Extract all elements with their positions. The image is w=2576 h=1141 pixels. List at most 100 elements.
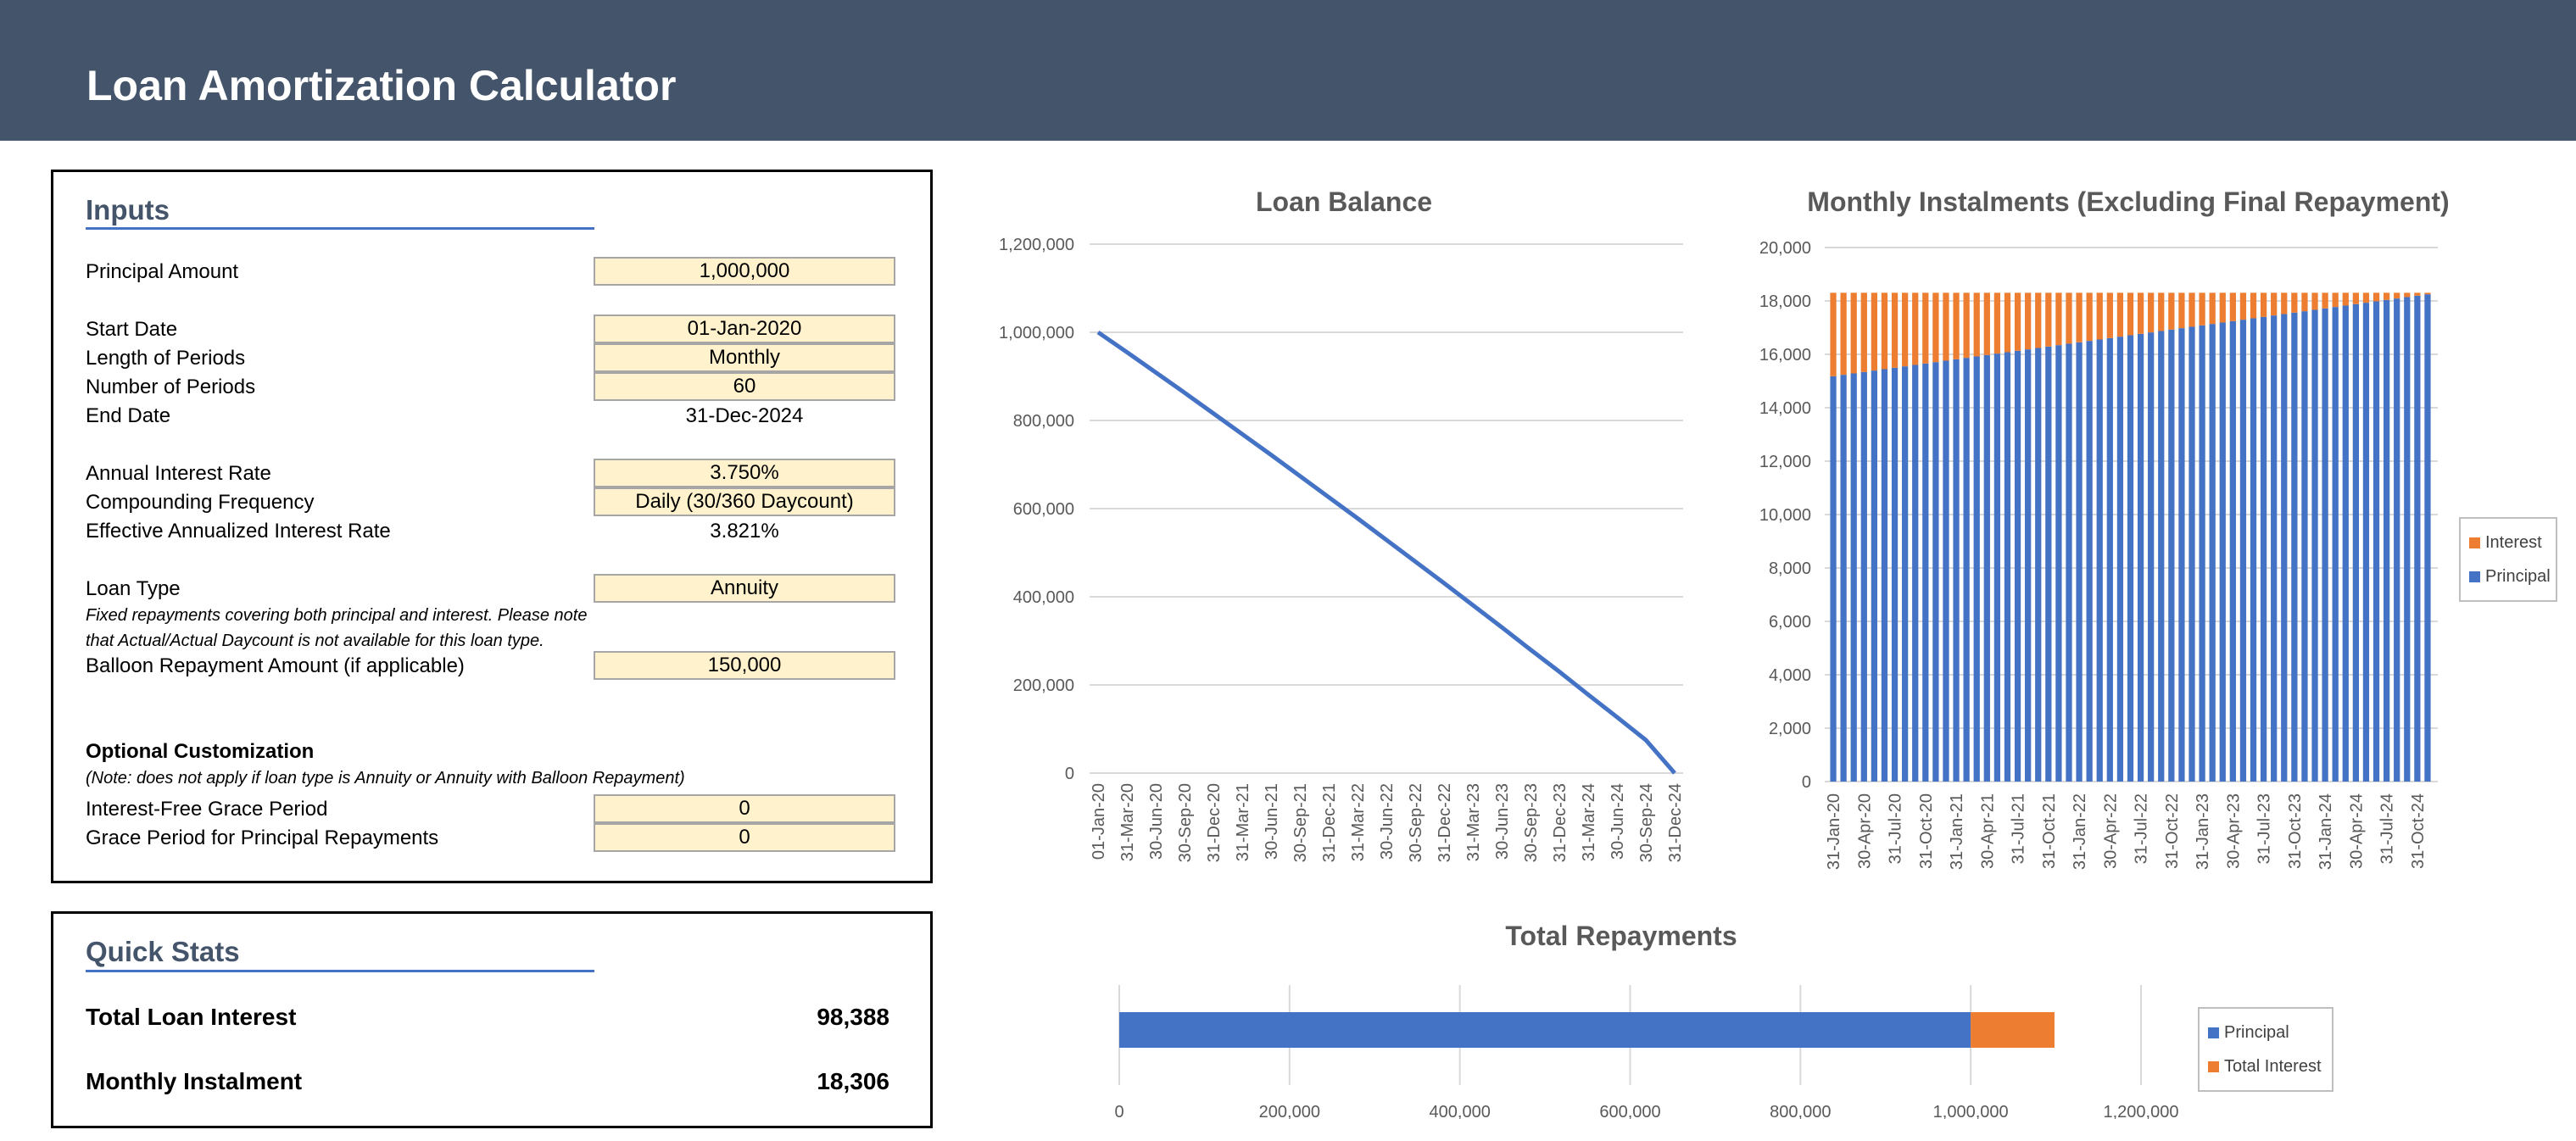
page-title: Loan Amortization Calculator [86,62,677,109]
interest-bar [2209,292,2216,325]
principal-bar [2250,318,2257,782]
total-repayments-legend: Principal Total Interest [2198,1007,2333,1092]
total-principal-bar [1119,1012,1971,1048]
optional-note: (Note: does not apply if loan type is An… [86,769,685,788]
balance-y-tick-label: 1,000,000 [999,324,1074,342]
interest-bar [2342,292,2349,306]
principal-bar [2372,301,2380,782]
loan-type-select[interactable]: Annuity [594,574,895,603]
principal-bar [2116,337,2124,782]
legend-item-total-interest: Total Interest [2208,1049,2323,1083]
instal-y-tick-label: 12,000 [1759,453,1811,471]
interest-bar [2188,292,2195,327]
inputs-title: Inputs [86,194,170,225]
principal-bar [2127,335,2134,782]
end-date-label: End Date [86,404,171,427]
optional-title: Optional Customization [86,740,315,763]
balance-x-tick-label: 30-Jun-20 [1147,783,1166,860]
principal-bar [1830,376,1837,782]
total-interest-value: 98,388 [817,1004,889,1030]
principal-bar [2322,308,2328,782]
period-length-select[interactable]: Monthly [594,343,895,372]
total-x-tick-label: 0 [1114,1103,1124,1119]
instal-y-tick-label: 0 [1802,773,1811,792]
interest-grace-input[interactable]: 0 [594,794,895,823]
interest-bar [1850,292,1857,374]
balloon-input[interactable]: 150,000 [594,651,895,680]
compounding-label: Compounding Frequency [86,491,315,514]
instal-x-tick-label: 31-Jul-23 [2255,793,2274,864]
inputs-panel: Inputs Principal Amount 1,000,000 Start … [51,170,933,883]
principal-bar [1983,354,1990,782]
balance-y-tick-label: 0 [1065,765,1074,783]
principal-bar [2209,324,2216,782]
instal-x-tick-label: 30-Apr-24 [2347,793,2366,869]
principal-bar [2148,332,2155,782]
instal-y-tick-label: 6,000 [1769,613,1811,632]
period-length-label: Length of Periods [86,347,246,370]
total-x-tick-label: 600,000 [1599,1103,1660,1119]
total-interest-swatch [2208,1061,2219,1073]
instal-x-tick-label: 31-Oct-21 [2040,793,2059,869]
app-header: Loan Amortization Calculator [0,0,2576,141]
balance-x-tick-label: 30-Sep-20 [1176,783,1195,862]
interest-bar [1840,292,1847,376]
interest-bar [1932,292,1939,363]
interest-grace-label: Interest-Free Grace Period [86,798,328,821]
principal-grace-input[interactable]: 0 [594,823,895,852]
interest-bar [1902,292,1909,367]
instal-x-tick-label: 31-Oct-22 [2163,793,2182,869]
balance-x-tick-label: 30-Jun-23 [1493,783,1512,860]
principal-bar [2188,326,2195,782]
principal-bar [1922,363,1929,782]
instal-x-tick-label: 31-Oct-24 [2409,793,2428,869]
principal-bar [2301,311,2308,782]
quick-stats-title: Quick Stats [86,936,240,967]
principal-input[interactable]: 1,000,000 [594,257,895,286]
interest-bar [2362,292,2370,303]
principal-bar [1871,370,1878,782]
start-date-label: Start Date [86,318,178,341]
instal-x-tick-label: 31-Oct-20 [1917,793,1936,869]
instal-x-tick-label: 31-Jul-20 [1887,793,1905,864]
principal-bar [2281,314,2288,782]
instal-x-tick-label: 31-Oct-23 [2286,793,2305,869]
instal-x-tick-label: 31-Jan-23 [2194,793,2212,870]
start-date-input[interactable]: 01-Jan-2020 [594,314,895,343]
num-periods-input[interactable]: 60 [594,372,895,401]
interest-bar [2301,292,2308,312]
balance-x-tick-label: 30-Sep-24 [1637,783,1656,862]
num-periods-label: Number of Periods [86,376,256,398]
total-x-tick-label: 1,200,000 [2104,1103,2179,1119]
balance-y-tick-label: 800,000 [1013,412,1074,431]
principal-bar [1973,356,1980,782]
compounding-select[interactable]: Daily (30/360 Daycount) [594,487,895,516]
principal-bar [2394,298,2400,782]
principal-bar [2424,294,2431,782]
principal-bar [1993,353,2001,782]
principal-bar [1932,362,1939,782]
instal-y-tick-label: 16,000 [1759,346,1811,365]
interest-bar [2148,292,2155,333]
interest-bar [1993,292,2001,354]
instal-x-tick-label: 31-Jan-22 [2071,793,2089,870]
principal-bar [2086,341,2093,782]
instal-y-tick-label: 2,000 [1769,720,1811,738]
instal-x-tick-label: 31-Jan-20 [1825,793,1843,870]
interest-bar [1922,292,1929,364]
loan-balance-chart: 0 200,000 400,000 600,000 800,000 1,000,000 1,… [999,236,1685,862]
principal-bar [1943,360,1949,782]
principal-bar [2260,316,2267,782]
principal-bar [1850,373,1857,782]
interest-bar [2352,292,2359,304]
balance-x-tick-label: 31-Dec-20 [1205,783,1224,862]
annual-rate-input[interactable]: 3.750% [594,459,895,487]
interest-bar [2424,292,2431,295]
interest-bar [2066,292,2072,344]
instalments-legend: Interest Principal [2459,517,2557,602]
interest-bar [2178,292,2185,329]
principal-bar [2239,320,2247,782]
instal-x-tick-label: 31-Jan-21 [1948,793,1966,870]
total-x-tick-label: 200,000 [1259,1103,1320,1119]
interest-bar [2116,292,2124,337]
